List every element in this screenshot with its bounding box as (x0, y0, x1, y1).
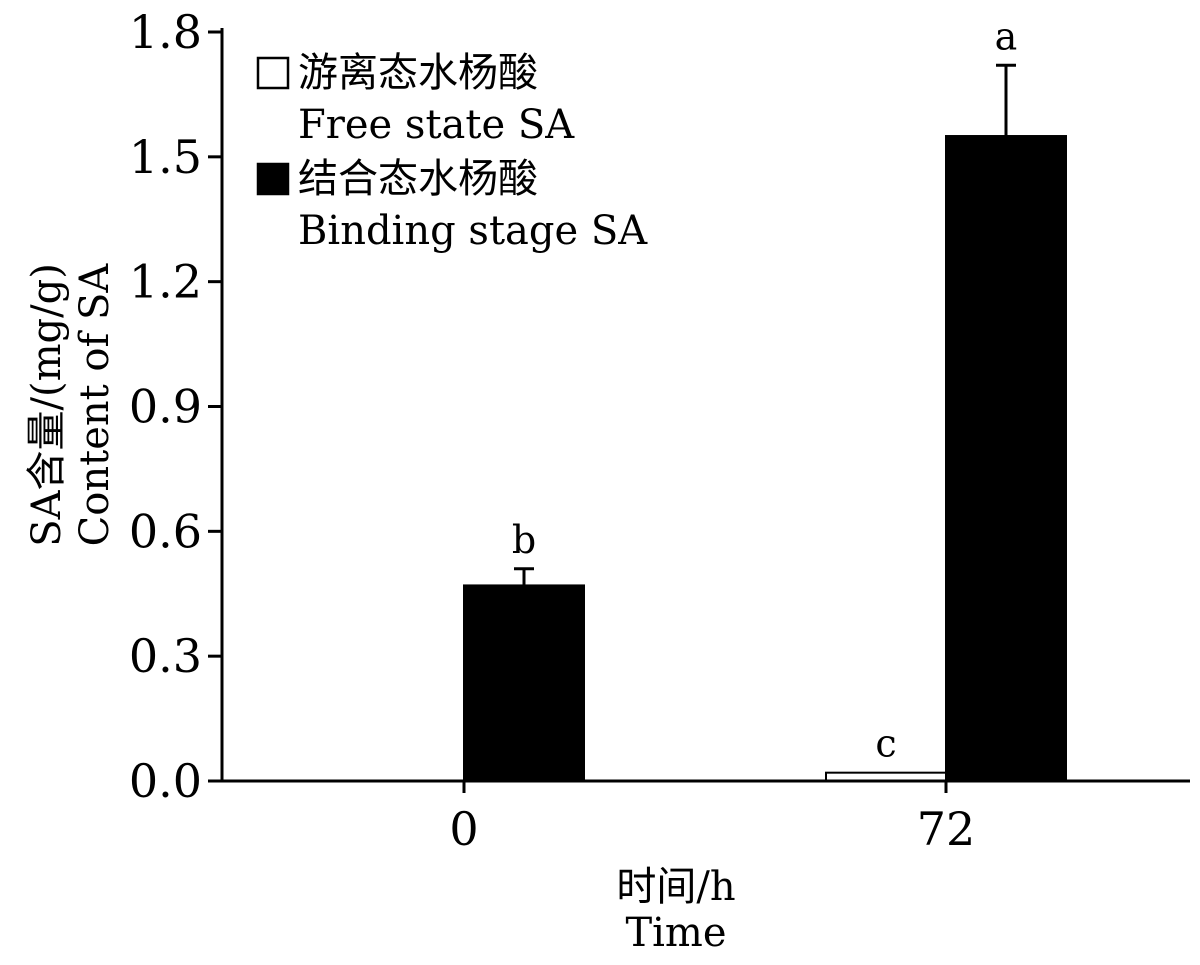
legend-label-free-zh: 游离态水杨酸 (298, 50, 538, 96)
y-axis-title: SA含量/(mg/g) (24, 263, 70, 547)
significance-letter: c (875, 722, 896, 766)
bar-binding-72 (945, 135, 1067, 782)
legend-label-binding-en: Binding stage SA (298, 208, 648, 254)
y-tick-label: 0.3 (129, 629, 202, 683)
legend-label-free-en: Free state SA (298, 102, 575, 148)
legend-swatch-binding (256, 162, 290, 196)
x-ticks-layer: 0 72 (449, 781, 975, 856)
y-ticks-layer: 0.0 0.3 0.6 0.9 1.2 1.5 1.8 (129, 5, 222, 808)
y-tick-label: 1.8 (129, 5, 202, 59)
significance-letter: a (995, 14, 1018, 58)
legend: 游离态水杨酸 Free state SA 结合态水杨酸 Binding stag… (256, 50, 648, 254)
y-tick-label: 0.6 (129, 504, 202, 558)
bars-layer (463, 135, 1067, 783)
y-tick-label: 1.5 (129, 130, 202, 184)
x-tick-label: 72 (917, 802, 976, 856)
bar-binding-0 (463, 584, 585, 783)
y-tick-label: 1.2 (129, 255, 202, 309)
y-tick-label: 0.0 (129, 754, 202, 808)
legend-label-binding-zh: 结合态水杨酸 (298, 156, 538, 202)
legend-swatch-free (256, 56, 290, 90)
x-axis-title-en: Time (625, 910, 726, 956)
y-tick-label: 0.9 (129, 380, 202, 434)
x-axis-title: 时间/h (616, 864, 735, 910)
x-tick-label: 0 (449, 802, 478, 856)
significance-letter: b (512, 518, 536, 562)
error-bars-layer (514, 63, 1016, 586)
y-axis-title-en: Content of SA (72, 263, 118, 547)
significance-letters-layer: c b a (512, 14, 1017, 765)
